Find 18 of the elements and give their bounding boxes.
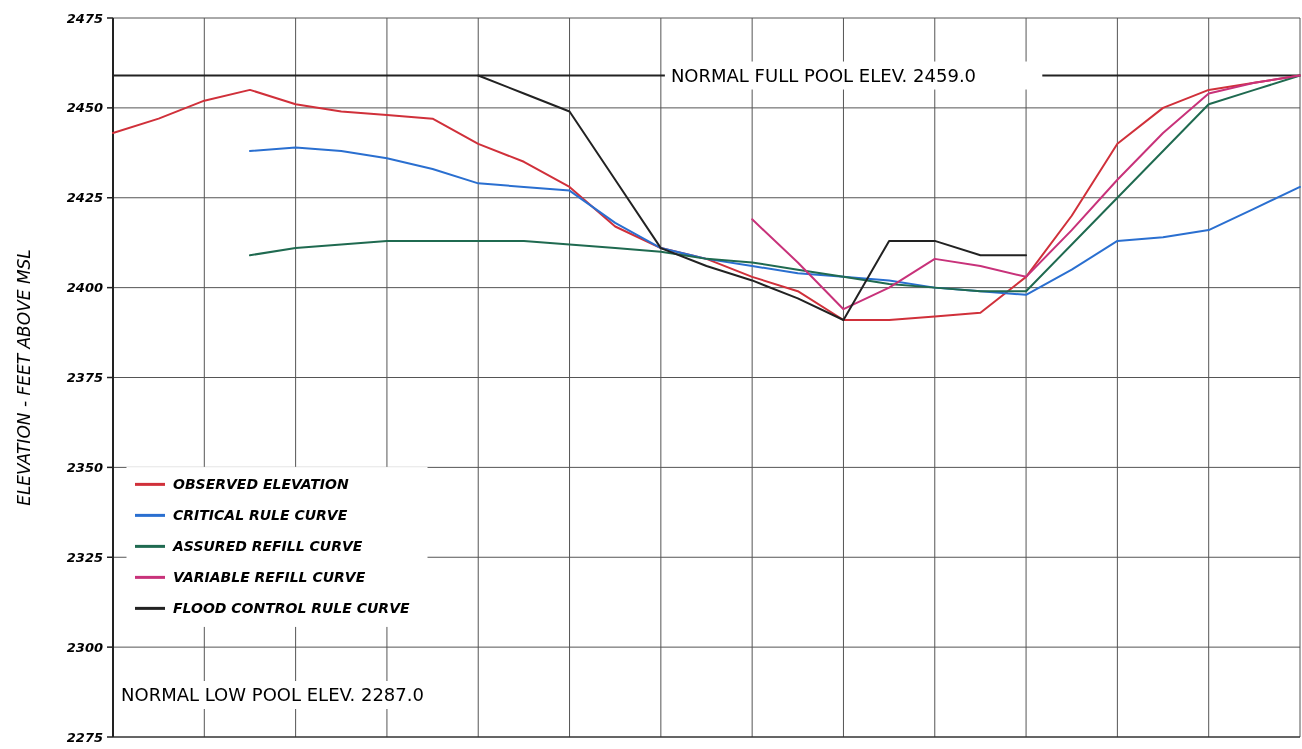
line-series [248, 146, 1301, 296]
annotation: NORMAL LOW POOL ELEV. 2287.0 [121, 684, 424, 706]
y-tick-label: 2475 [66, 10, 103, 26]
y-tick-label: 2450 [66, 100, 103, 116]
ref-line-label: NORMAL FULL POOL ELEV. 2459.0 [670, 64, 977, 86]
y-tick-label: 2350 [66, 459, 103, 475]
legend-label: ASSURED REFILL CURVE [172, 538, 363, 555]
y-tick-label: 2400 [66, 280, 103, 296]
y-tick-label: 2425 [66, 190, 103, 206]
legend-label: OBSERVED ELEVATION [173, 476, 349, 493]
y-tick-label: 2375 [66, 370, 103, 386]
y-tick-label: 2300 [66, 639, 103, 655]
y-tick-label: 2275 [66, 729, 103, 745]
y-axis-title: ELEVATION - FEET ABOVE MSL [14, 249, 34, 506]
legend-label: FLOOD CONTROL RULE CURVE [173, 600, 410, 617]
legend-label: VARIABLE REFILL CURVE [173, 569, 366, 586]
legend-label: CRITICAL RULE CURVE [173, 507, 348, 524]
y-tick-label: 2325 [66, 549, 103, 565]
